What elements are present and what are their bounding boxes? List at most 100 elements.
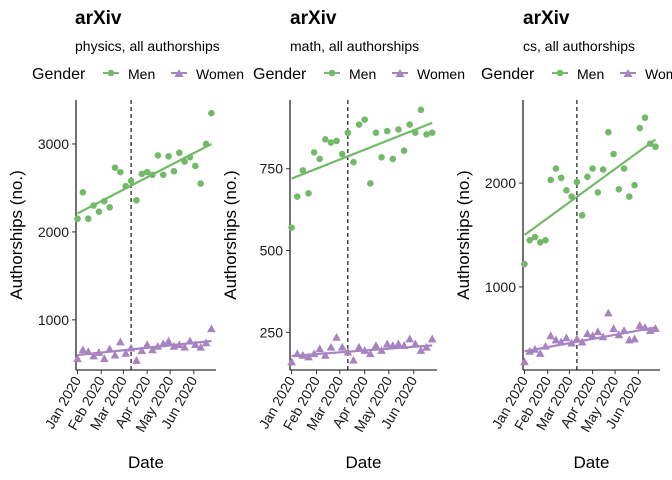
series-women <box>287 332 437 366</box>
data-point <box>122 182 130 190</box>
data-point <box>530 344 540 353</box>
y-axis-title: Authorships (no.) <box>221 170 240 299</box>
data-point <box>598 332 608 341</box>
data-point <box>531 233 539 241</box>
data-point <box>304 352 313 361</box>
y-tick-label: 250 <box>260 324 284 340</box>
legend-label-women: Women <box>196 66 244 82</box>
data-point <box>525 347 535 355</box>
legend: Gender Men Women <box>481 66 672 83</box>
data-point <box>567 338 576 347</box>
data-point <box>148 345 157 354</box>
data-point <box>551 335 561 344</box>
data-point <box>360 346 370 354</box>
data-point <box>121 348 131 357</box>
data-point <box>546 331 555 340</box>
data-point <box>651 324 660 332</box>
data-point <box>620 165 628 172</box>
chart-subtitle: math, all authorships <box>290 38 419 54</box>
data-point <box>428 129 436 137</box>
data-point <box>116 337 125 346</box>
data-point <box>338 150 346 158</box>
data-point <box>326 342 336 351</box>
legend-key-triangle <box>174 69 184 77</box>
series-men <box>288 106 436 231</box>
data-point <box>372 129 380 137</box>
data-point <box>180 342 189 351</box>
data-point <box>405 334 414 343</box>
data-point <box>322 135 329 143</box>
data-point <box>526 236 534 244</box>
data-point <box>349 355 358 364</box>
data-point <box>583 329 592 338</box>
data-point <box>521 260 528 268</box>
data-point <box>174 340 184 348</box>
legend-item-women: Women <box>392 66 465 82</box>
legend: Gender Men Women <box>253 66 465 83</box>
data-point <box>137 346 147 355</box>
legend-label-women: Women <box>645 66 672 82</box>
data-point <box>542 236 549 244</box>
data-point <box>652 143 659 151</box>
data-point <box>315 344 325 353</box>
data-point <box>619 326 629 335</box>
y-tick-label: 2000 <box>38 224 69 240</box>
data-point <box>417 106 425 114</box>
data-point <box>556 337 566 346</box>
data-point <box>84 215 92 223</box>
data-point <box>382 339 392 348</box>
data-point <box>143 168 151 176</box>
data-point <box>142 340 152 348</box>
data-point <box>305 189 312 197</box>
data-point <box>400 147 408 155</box>
data-point <box>568 193 575 200</box>
data-point <box>588 331 597 340</box>
data-point <box>572 334 582 343</box>
data-point <box>389 155 397 163</box>
data-point <box>333 137 340 145</box>
chart-panel-3: arXiv cs, all authorships Gender Men Women 10… <box>454 8 672 472</box>
data-point <box>552 165 560 172</box>
data-point <box>573 178 581 186</box>
data-point <box>378 153 385 161</box>
data-point <box>383 127 391 135</box>
data-point <box>395 126 402 133</box>
data-point <box>310 149 318 156</box>
data-point <box>83 347 93 356</box>
data-point <box>327 139 335 146</box>
data-point <box>208 109 215 117</box>
data-point <box>79 189 87 196</box>
data-point <box>90 202 97 209</box>
chart-panel-1: arXiv physics, all authorships Gender Men Wo… <box>7 8 244 472</box>
data-point <box>73 354 82 363</box>
y-tick-label: 3000 <box>38 136 69 152</box>
x-axis-title: Date <box>346 453 382 472</box>
data-point <box>541 341 550 350</box>
data-point <box>535 349 545 357</box>
chart-title: arXiv <box>523 8 570 29</box>
data-point <box>361 116 369 123</box>
legend-item-men: Men <box>324 66 376 82</box>
data-point <box>536 238 544 246</box>
y-tick-label: 1000 <box>485 279 516 295</box>
data-point <box>299 167 307 174</box>
data-point <box>78 345 88 354</box>
data-point <box>127 177 135 185</box>
y-axis-title: Authorships (no.) <box>7 170 26 299</box>
data-point <box>105 344 114 353</box>
data-point <box>354 342 364 351</box>
y-tick-label: 1000 <box>38 312 69 328</box>
data-point <box>610 150 617 158</box>
data-point <box>645 326 655 335</box>
data-point <box>153 341 163 350</box>
data-point <box>371 341 381 349</box>
legend-label-men: Men <box>577 66 604 82</box>
legend-item-men: Men <box>552 66 604 82</box>
data-point <box>520 357 529 366</box>
legend-item-men: Men <box>103 66 155 82</box>
data-point <box>355 121 363 128</box>
data-point <box>316 155 324 163</box>
data-point <box>202 140 210 148</box>
data-point <box>635 321 645 329</box>
data-point <box>578 211 586 219</box>
